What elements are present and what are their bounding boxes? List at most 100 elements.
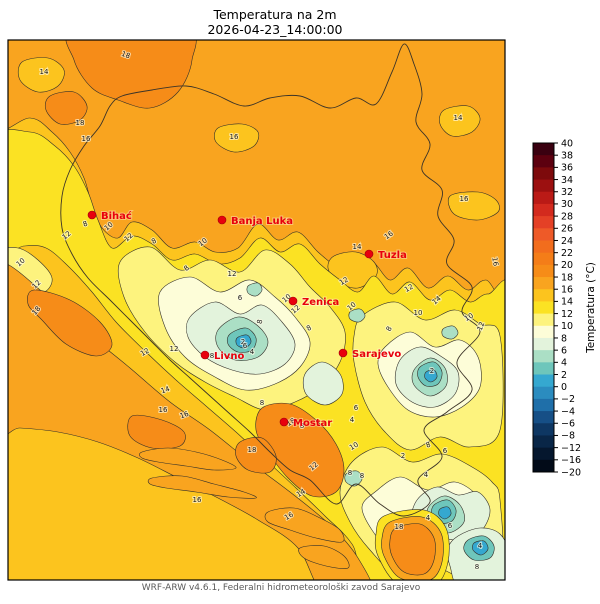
contour-label: 8 [360, 472, 364, 480]
contour-label: 14 [353, 243, 362, 251]
contour-region [235, 334, 252, 349]
contour-label: 8 [475, 563, 479, 571]
contour-label: 16 [193, 496, 202, 504]
colorbar-tick-label: 40 [561, 138, 573, 149]
contour-region [139, 447, 237, 471]
colorbar-band [533, 325, 554, 339]
city-label: Sarajevo [352, 349, 401, 360]
city-marker [288, 296, 298, 306]
footer-credit: WRF-ARW v4.6.1, Federalni hidrometeorolo… [142, 582, 421, 593]
colorbar-tick-label: 32 [561, 187, 573, 198]
contour-region [348, 308, 366, 323]
colorbar-band [533, 167, 554, 181]
contour-label: 8 [385, 325, 394, 333]
contour-region [472, 540, 489, 556]
contour-label: 8 [348, 469, 352, 477]
contour-label: 18 [76, 119, 85, 127]
colorbar-band [533, 289, 554, 302]
colorbar-tick-label: 12 [561, 309, 573, 320]
contour-region [44, 91, 88, 125]
colorbar-tick-label: 26 [561, 224, 573, 235]
contour-label: 12 [228, 270, 237, 278]
country-border-line [60, 43, 481, 517]
city-label: Banja Luka [231, 216, 293, 227]
colorbar-band [533, 459, 554, 473]
colorbar-tick-label: 16 [561, 285, 573, 296]
contour-region [127, 414, 186, 450]
contour-region [246, 282, 263, 297]
contour-label: 6 [238, 294, 243, 302]
colorbar-band [533, 423, 554, 436]
colorbar-tick-label: 2 [561, 370, 567, 381]
colorbar-band [533, 240, 554, 254]
contour-label: 14 [40, 68, 49, 76]
map-title: Temperatura na 2m [212, 7, 336, 22]
city-marker [200, 350, 210, 360]
contour-label: 12 [170, 345, 179, 353]
contour-label: 8 [260, 399, 264, 407]
colorbar: 4038363432302826242220181614121086420−2−… [532, 138, 581, 478]
contour-label: 4 [424, 471, 429, 479]
contour-label: 8 [300, 422, 304, 430]
colorbar-band [533, 143, 554, 156]
contour-label: 4 [426, 514, 431, 522]
colorbar-band [533, 337, 554, 351]
colorbar-tick-label: −4 [561, 406, 575, 417]
contour-label: 16 [159, 406, 168, 414]
colorbar-tick-label: 38 [561, 150, 573, 161]
city-marker [279, 417, 289, 427]
contour-region [344, 470, 363, 487]
city-label: Zenica [302, 297, 339, 308]
colorbar-label: Temperatura (°C) [585, 262, 597, 354]
colorbar-tick-label: 36 [561, 163, 573, 174]
contour-label: 8 [256, 319, 265, 325]
colorbar-band [533, 386, 554, 400]
contour-label: 4 [350, 416, 355, 424]
contour-region [438, 506, 452, 520]
colorbar-band [533, 191, 554, 205]
colorbar-band [533, 277, 554, 290]
colorbar-band [533, 252, 554, 266]
contour-label: 6 [354, 404, 359, 412]
colorbar-tick-label: 28 [561, 211, 573, 222]
contour-label: 14 [454, 114, 463, 122]
colorbar-band [533, 155, 554, 168]
contour-label: 4 [478, 542, 483, 550]
colorbar-band [533, 228, 554, 241]
colorbar-tick-label: 8 [561, 333, 567, 344]
colorbar-tick-label: −16 [561, 455, 581, 466]
contour-region [439, 105, 481, 137]
contour-label: 6 [243, 342, 248, 350]
colorbar-tick-label: −6 [561, 419, 575, 430]
contour-region [27, 289, 113, 357]
contour-label: 10 [414, 309, 423, 317]
colorbar-band [533, 447, 554, 461]
contour-label: 4 [250, 348, 255, 356]
colorbar-band [533, 362, 554, 376]
contour-label: 2 [401, 452, 405, 460]
colorbar-band [533, 264, 554, 278]
contour-label: 16 [230, 133, 239, 141]
colorbar-band [533, 203, 554, 217]
contour-label: 16 [82, 135, 91, 143]
contour-region [214, 123, 260, 153]
map-frame [7, 39, 506, 581]
colorbar-band [533, 216, 554, 229]
contour-region [8, 40, 505, 307]
colorbar-band [533, 374, 554, 388]
contour-regions [8, 40, 505, 580]
colorbar-band [533, 301, 554, 315]
map-subtitle: 2026-04-23_14:00:00 [207, 22, 342, 37]
city-marker [217, 215, 227, 225]
colorbar-band [533, 398, 554, 412]
contour-region [447, 191, 500, 221]
colorbar-tick-label: 0 [561, 382, 567, 393]
colorbar-tick-label: −12 [561, 443, 581, 454]
contour-label: 16 [460, 195, 469, 203]
city-marker [87, 210, 97, 220]
contour-region [147, 475, 257, 499]
contour-region [424, 369, 438, 383]
